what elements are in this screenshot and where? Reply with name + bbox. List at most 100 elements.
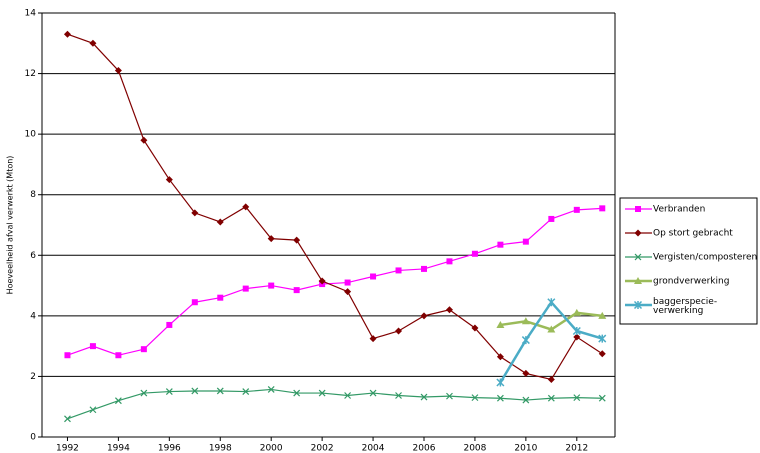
y-axis-label: Hoeveelheid afval verwerkt (Mton) (6, 156, 15, 295)
x-tick-label: 2006 (413, 444, 436, 453)
series-line (67, 388, 603, 420)
series-line (67, 33, 603, 381)
point (573, 394, 581, 402)
legend-label: Verbranden (653, 205, 705, 215)
point (547, 394, 555, 402)
point (572, 326, 581, 336)
x-tick-label: 2008 (463, 444, 486, 453)
point (64, 352, 71, 359)
point (114, 67, 122, 75)
legend-marker (633, 300, 643, 310)
point (140, 346, 147, 353)
y-tick-label: 12 (25, 69, 36, 79)
point (140, 389, 148, 397)
legend-label: Op stort gebracht (653, 229, 733, 239)
point (89, 406, 97, 414)
x-tick-label: 1994 (107, 444, 130, 453)
point (521, 336, 530, 345)
point (521, 317, 530, 325)
point (293, 287, 300, 294)
point (395, 327, 403, 335)
point (242, 203, 250, 211)
legend-marker (635, 206, 641, 212)
legend-marker (634, 277, 642, 284)
point (293, 236, 301, 244)
point (267, 235, 275, 243)
point (548, 215, 555, 222)
point (547, 298, 556, 307)
x-tick-label: 1998 (209, 444, 232, 453)
point (344, 288, 352, 296)
point (572, 308, 581, 316)
point (114, 397, 122, 405)
point (522, 369, 530, 377)
y-tick-label: 4 (30, 311, 36, 321)
y-tick-label: 6 (30, 251, 36, 261)
point (369, 389, 377, 397)
y-tick-label: 8 (30, 190, 36, 200)
point (369, 335, 377, 343)
point (496, 394, 504, 402)
point (216, 387, 224, 395)
point (191, 209, 199, 217)
point (496, 320, 505, 328)
point (598, 334, 607, 343)
legend-marker (634, 229, 642, 237)
point (598, 311, 607, 319)
point (140, 136, 148, 144)
point (63, 30, 71, 38)
point (420, 393, 428, 401)
point (64, 415, 71, 423)
point (267, 386, 275, 393)
point (165, 388, 173, 395)
point (496, 378, 505, 387)
point (216, 218, 224, 226)
point (395, 392, 402, 399)
point (191, 387, 199, 395)
point (89, 343, 96, 350)
legend-label: Vergisten/composteren (653, 253, 757, 263)
y-tick-label: 14 (25, 9, 37, 19)
x-tick-label: 2002 (311, 444, 334, 453)
point (165, 176, 173, 184)
y-tick-label: 0 (30, 433, 36, 443)
point (115, 352, 122, 359)
point (573, 333, 581, 341)
point (471, 250, 478, 257)
legend-box (619, 197, 758, 325)
legend-label: grondverwerking (653, 277, 729, 287)
point (445, 306, 453, 314)
point (471, 394, 479, 402)
x-tick-label: 2012 (565, 444, 588, 453)
point (471, 324, 479, 332)
point (370, 273, 377, 280)
legend-label: baggerspecie-verwerking (653, 297, 717, 316)
point (573, 206, 580, 213)
x-tick-label: 2010 (514, 444, 537, 453)
point (598, 350, 606, 358)
legend-marker (634, 253, 642, 261)
point (496, 353, 504, 361)
x-tick-label: 1996 (158, 444, 181, 453)
point (446, 258, 453, 265)
point (497, 241, 504, 248)
x-tick-label: 1992 (56, 444, 79, 453)
point (242, 285, 249, 292)
point (344, 392, 352, 399)
point (268, 282, 275, 289)
point (522, 396, 530, 404)
point (446, 392, 453, 400)
point (166, 321, 173, 328)
series-line (67, 207, 603, 356)
point (547, 325, 556, 333)
point (547, 375, 555, 383)
y-tick-label: 10 (25, 130, 37, 140)
point (242, 388, 250, 395)
point (599, 205, 606, 212)
point (293, 389, 301, 397)
point (89, 39, 97, 47)
point (420, 312, 428, 320)
point (395, 267, 402, 274)
point (318, 277, 326, 285)
